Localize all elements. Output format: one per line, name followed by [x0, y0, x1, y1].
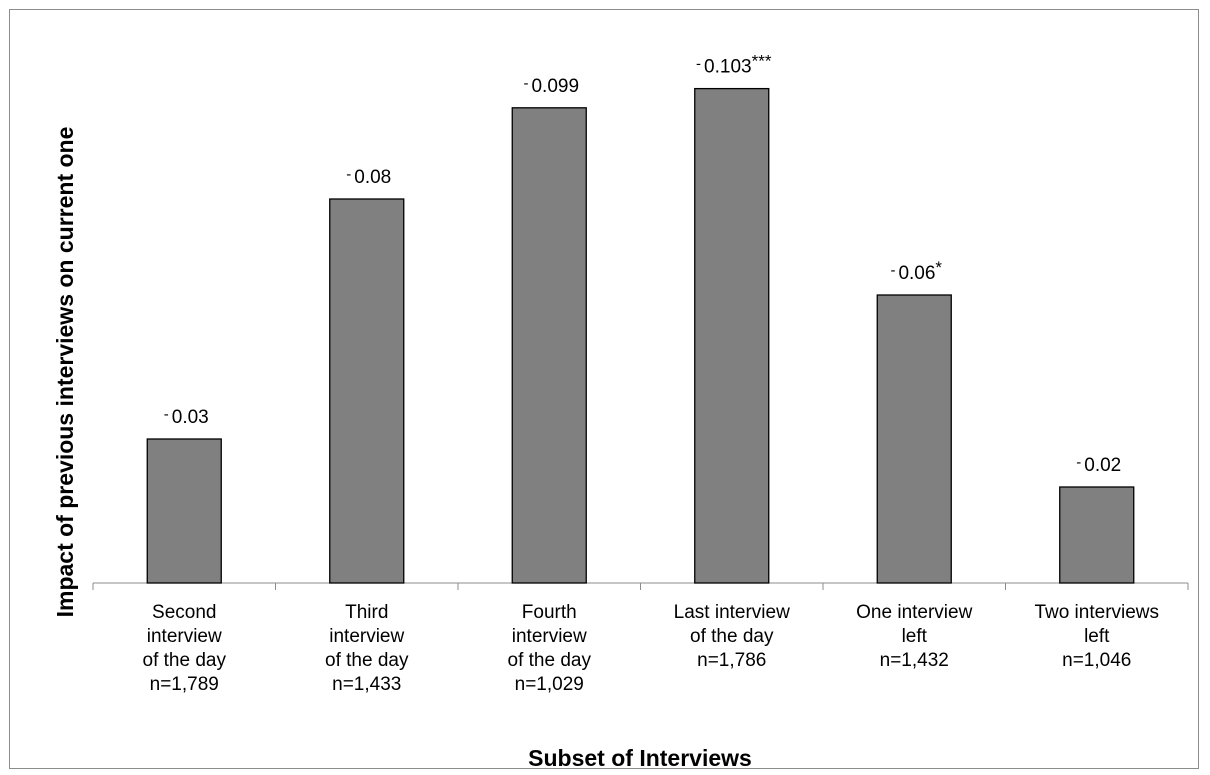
x-tick-label: of the day	[143, 650, 227, 671]
data-label-value: 0.06	[898, 263, 935, 284]
data-label-value: 0.03	[172, 407, 209, 428]
bar	[1059, 486, 1135, 584]
bar	[146, 438, 222, 584]
data-label-sign: -	[1076, 454, 1084, 471]
x-tick-label: n=1,432	[880, 650, 949, 671]
data-label-significance: *	[935, 258, 942, 277]
x-tick-label: Two interviews	[1034, 602, 1159, 623]
data-label-value: 0.08	[354, 167, 391, 188]
data-label-significance: ***	[752, 52, 772, 71]
x-tick-label: of the day	[508, 650, 592, 671]
data-label: - 0.03	[164, 406, 209, 428]
y-axis-title: Impact of previous interviews on current…	[52, 127, 78, 618]
x-tick-label: of the day	[690, 626, 774, 647]
data-label-value: 0.099	[531, 76, 579, 97]
x-tick-label: Second	[152, 602, 216, 623]
x-tick-label: Third	[345, 602, 388, 623]
bar	[511, 107, 587, 584]
data-label: - 0.02	[1076, 454, 1121, 476]
x-tick-label: n=1,029	[515, 674, 584, 695]
x-tick-label: n=1,433	[332, 674, 401, 695]
x-axis-title: Subset of Interviews	[528, 745, 752, 771]
x-tick-label: Last interview	[674, 602, 790, 623]
bar	[694, 87, 770, 584]
x-tick-label: interview	[147, 626, 222, 647]
x-tick-label: One interview	[856, 602, 972, 623]
x-tick-label: Fourth	[522, 602, 577, 623]
data-label: - 0.099	[523, 75, 579, 97]
data-label-value: 0.103	[704, 57, 752, 78]
x-tick-label: of the day	[325, 650, 409, 671]
x-tick-label: n=1,046	[1062, 650, 1131, 671]
data-label-sign: -	[523, 75, 531, 92]
x-tick-label: n=1,786	[697, 650, 766, 671]
data-label: - 0.103***	[696, 52, 772, 78]
chart-frame	[9, 9, 1199, 769]
x-tick-label: interview	[512, 626, 587, 647]
data-label-sign: -	[346, 166, 354, 183]
x-tick-label: left	[1084, 626, 1110, 647]
data-label-sign: -	[164, 406, 172, 423]
x-tick-label: left	[902, 626, 928, 647]
data-label-sign: -	[890, 262, 898, 279]
data-label-value: 0.02	[1084, 455, 1121, 476]
x-tick-label: interview	[329, 626, 404, 647]
data-label: - 0.08	[346, 166, 391, 188]
bar	[876, 294, 952, 584]
data-label: - 0.06*	[890, 258, 942, 284]
x-tick-label: n=1,789	[150, 674, 219, 695]
bar	[329, 198, 405, 584]
data-label-sign: -	[696, 56, 704, 73]
